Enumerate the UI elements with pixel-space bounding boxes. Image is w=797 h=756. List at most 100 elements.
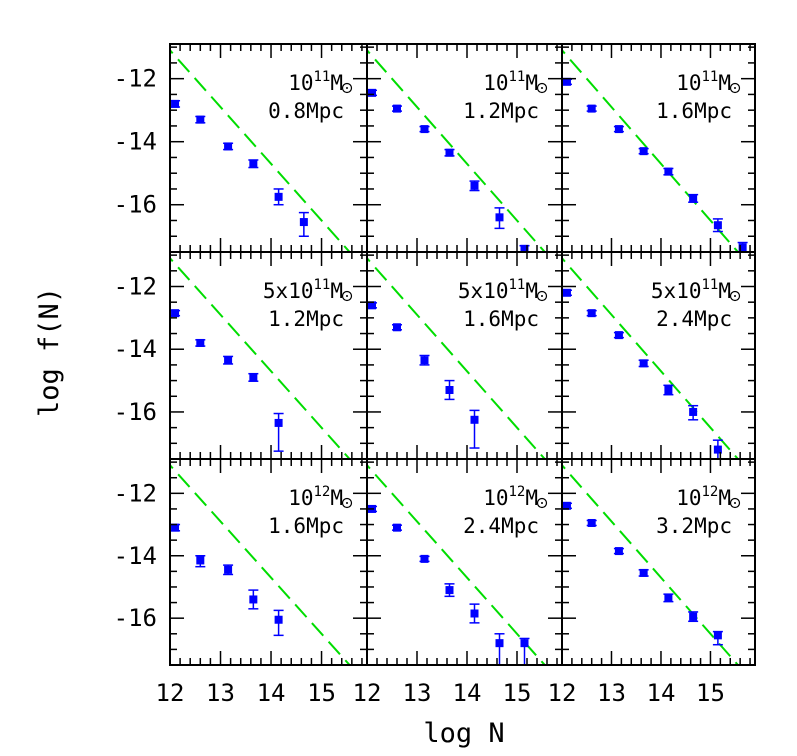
mass-exponent: 12	[508, 484, 525, 500]
panel-plot-area	[170, 48, 351, 252]
panel-radius-label: 0.8Mpc	[268, 99, 344, 123]
panel-9: 1012M 3.2Mpc	[561, 458, 756, 666]
panel-plot-area	[562, 48, 748, 252]
x-tick-label: 15	[503, 679, 532, 707]
mass-unit: M	[525, 486, 538, 510]
panel-radius-label: 3.2Mpc	[656, 514, 732, 538]
data-point	[587, 518, 596, 527]
panel-grid: 1011M0.8Mpc1011M1.2Mpc1011M1.6Mpc5x1011M…	[169, 43, 756, 666]
mass-value: 5x10	[458, 279, 509, 303]
data-point	[393, 104, 401, 113]
sun-symbol-dot-icon	[346, 295, 348, 297]
panel-plot-area	[367, 48, 547, 252]
panel-plot-area	[562, 463, 740, 665]
panel-2: 1011M 1.2Mpc	[366, 43, 563, 253]
data-point	[274, 192, 283, 201]
data-point	[639, 147, 648, 156]
panel-plot-area	[170, 463, 351, 665]
data-point	[495, 639, 504, 648]
panel-plot-area	[562, 256, 740, 459]
axis-tick-labels: -12 -14 -16 -12 -14 -16 -12 -14 -16 12 13 14 15 12 13 1…	[114, 65, 725, 707]
mass-value: 5x10	[263, 279, 314, 303]
data-point	[495, 213, 504, 222]
mass-unit: M	[330, 279, 343, 303]
panel-radius-label: 1.2Mpc	[268, 307, 344, 331]
sun-symbol-icon	[729, 290, 741, 302]
data-point	[713, 445, 722, 454]
y-tick-label: -14	[114, 128, 157, 156]
data-point	[520, 639, 529, 648]
y-tick-label: -12	[114, 273, 157, 301]
mass-unit: M	[330, 486, 343, 510]
mass-exponent: 11	[508, 69, 525, 85]
panel-4: 5x1011M 1.2Mpc	[169, 251, 368, 460]
x-tick-label: 12	[156, 679, 185, 707]
data-point	[445, 586, 454, 595]
sun-symbol-icon	[536, 497, 548, 509]
data-point	[614, 125, 623, 134]
reference-line	[367, 256, 547, 459]
panel-mass-label: 1011M	[288, 69, 343, 95]
data-point	[171, 99, 180, 108]
y-axis-title: log f(N)	[34, 287, 65, 417]
sun-symbol-dot-icon	[541, 295, 543, 297]
data-point	[196, 556, 205, 565]
y-tick-label: -12	[114, 479, 157, 507]
sun-symbol-dot-icon	[734, 87, 736, 89]
mass-value: 5x10	[651, 279, 702, 303]
data-point	[299, 218, 308, 227]
panel-radius-label: 1.6Mpc	[656, 99, 732, 123]
data-point	[445, 148, 454, 157]
mass-value: 10	[483, 486, 508, 510]
sun-symbol-dot-icon	[541, 502, 543, 504]
panel-radius-label: 2.4Mpc	[656, 307, 732, 331]
data-point	[562, 288, 571, 297]
panel-mass-label: 5x1011M	[651, 277, 731, 303]
sun-symbol-dot-icon	[734, 295, 736, 297]
reference-line	[367, 48, 547, 252]
mass-value: 10	[288, 486, 313, 510]
sun-symbol-dot-icon	[346, 87, 348, 89]
x-tick-label: 13	[403, 679, 432, 707]
data-point	[562, 501, 571, 510]
panel-7: 1012M 1.6Mpc	[169, 458, 368, 666]
panel-8: 1012M 2.4Mpc	[366, 458, 563, 666]
data-point	[196, 338, 205, 347]
x-tick-label: 15	[307, 679, 336, 707]
data-point	[249, 159, 258, 168]
panel-5: 5x1011M 1.6Mpc	[366, 251, 563, 460]
data-point	[470, 609, 479, 618]
data-point	[224, 565, 233, 574]
y-tick-label: -16	[114, 398, 157, 426]
mass-value: 10	[288, 71, 313, 95]
data-point	[614, 331, 623, 340]
data-point	[368, 88, 376, 97]
mass-value: 10	[676, 71, 701, 95]
data-point	[196, 115, 205, 124]
data-point	[520, 244, 529, 252]
sun-symbol-dot-icon	[541, 87, 543, 89]
sun-symbol-icon	[341, 82, 353, 94]
data-point	[713, 631, 722, 640]
data-point	[445, 386, 454, 394]
data-point	[249, 373, 258, 382]
sun-symbol-dot-icon	[734, 502, 736, 504]
x-tick-label: 14	[453, 679, 482, 707]
x-tick-label: 12	[548, 679, 577, 707]
data-point	[274, 418, 283, 427]
sun-symbol-icon	[341, 290, 353, 302]
data-point	[664, 167, 673, 176]
data-point	[689, 407, 698, 416]
x-axis-title: log N	[423, 718, 504, 749]
panel-mass-label: 1011M	[483, 69, 538, 95]
panel-plot-area	[170, 256, 351, 459]
panel-plot-area	[367, 256, 547, 459]
panel-plot-area	[367, 463, 547, 665]
panel-radius-label: 2.4Mpc	[463, 514, 539, 538]
panel-radius-label: 1.6Mpc	[268, 514, 344, 538]
data-point	[470, 415, 479, 424]
data-point	[689, 612, 698, 621]
sun-symbol-icon	[536, 290, 548, 302]
panel-frame	[561, 458, 756, 666]
